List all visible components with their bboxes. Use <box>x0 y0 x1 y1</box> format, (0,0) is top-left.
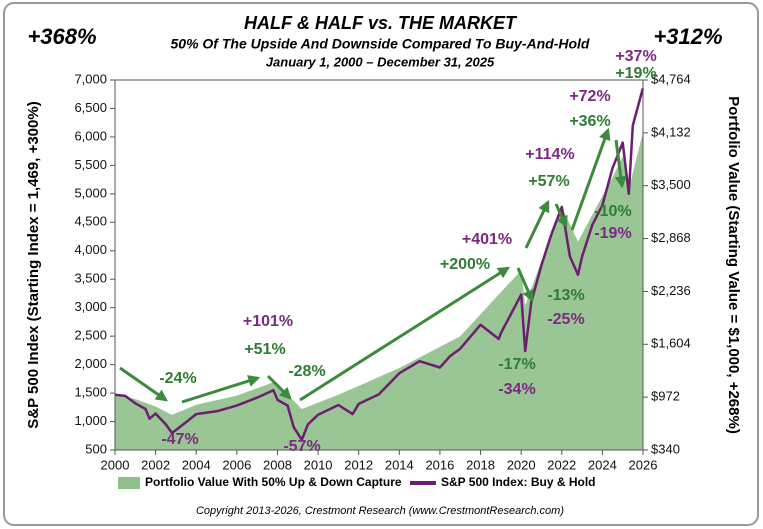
chart-subtitle: 50% Of The Upside And Downside Compared … <box>171 36 590 52</box>
annotation: +401% <box>462 231 512 248</box>
y-tick-label: 3,000 <box>74 299 107 314</box>
y2-tick-label: $4,764 <box>651 71 691 86</box>
x-tick-label: 2010 <box>304 457 333 472</box>
y-axis-label: S&P 500 Index (Starting Index = 1,469, +… <box>25 101 42 428</box>
annotation: +19% <box>615 65 656 82</box>
y-tick-label: 3,500 <box>74 271 107 286</box>
legend-label: S&P 500 Index: Buy & Hold <box>441 475 595 489</box>
annotation: +37% <box>615 48 656 65</box>
annotation: -47% <box>161 431 198 448</box>
y2-tick-label: $340 <box>651 441 680 456</box>
annotation: -28% <box>288 363 325 380</box>
x-tick-label: 2002 <box>141 457 170 472</box>
annotation: -57% <box>283 438 320 455</box>
x-tick-label: 2008 <box>263 457 292 472</box>
annotation: +200% <box>440 256 490 273</box>
y2-axis-label: Portfolio Value (Starting Value = $1,000… <box>725 96 742 434</box>
chart-title: HALF & HALF vs. THE MARKET <box>244 13 518 33</box>
y-tick-label: 500 <box>85 441 107 456</box>
arrow <box>614 139 627 189</box>
x-tick-label: 2004 <box>182 457 211 472</box>
x-tick-label: 2018 <box>466 457 495 472</box>
arrow <box>119 366 168 402</box>
x-tick-label: 2024 <box>588 457 617 472</box>
portfolio-area <box>115 133 643 450</box>
arrow <box>299 266 511 402</box>
y2-tick-label: $972 <box>651 389 680 404</box>
legend-swatch <box>118 477 140 489</box>
y2-tick-label: $1,604 <box>651 336 691 351</box>
y2-tick-label: $4,132 <box>651 124 691 139</box>
y-tick-label: 2,500 <box>74 328 107 343</box>
y-tick-label: 1,500 <box>74 385 107 400</box>
annotation: -24% <box>159 370 196 387</box>
y2-tick-label: $2,868 <box>651 230 691 245</box>
annotation: +72% <box>569 88 610 105</box>
x-tick-label: 2006 <box>222 457 251 472</box>
y2-tick-label: $3,500 <box>651 177 691 192</box>
date-range: January 1, 2000 – December 31, 2025 <box>266 54 495 69</box>
y-tick-label: 6,500 <box>74 100 107 115</box>
y-tick-label: 5,000 <box>74 185 107 200</box>
x-tick-label: 2012 <box>344 457 373 472</box>
x-tick-label: 2016 <box>425 457 454 472</box>
arrow <box>516 267 534 303</box>
plot-border <box>114 79 644 451</box>
legend-label: Portfolio Value With 50% Up & Down Captu… <box>145 475 402 489</box>
annotation: -13% <box>547 287 584 304</box>
annotation: -25% <box>547 311 584 328</box>
y-tick-label: 1,000 <box>74 413 107 428</box>
arrow <box>554 203 568 229</box>
copyright: Copyright 2013-2026, Crestmont Research … <box>196 505 564 517</box>
y-tick-label: 2,000 <box>74 356 107 371</box>
annotation: -19% <box>594 225 631 242</box>
annotation: -10% <box>594 203 631 220</box>
x-tick-label: 2022 <box>547 457 576 472</box>
annotation: +36% <box>569 113 610 130</box>
arrow <box>181 375 261 404</box>
left-total: +368% <box>27 24 96 49</box>
annotation: +51% <box>244 341 285 358</box>
x-tick-label: 2020 <box>507 457 536 472</box>
annotation: -34% <box>498 381 535 398</box>
annotation: +114% <box>525 146 574 163</box>
y-tick-label: 4,500 <box>74 214 107 229</box>
annotation: +101% <box>243 313 293 330</box>
right-total: +312% <box>653 24 722 49</box>
annotation: -17% <box>498 356 535 373</box>
y-tick-label: 4,000 <box>74 242 107 257</box>
sp500-line <box>114 88 645 442</box>
y2-tick-label: $2,236 <box>651 283 691 298</box>
y-tick-label: 7,000 <box>74 71 107 86</box>
y-tick-label: 5,500 <box>74 157 107 172</box>
x-tick-label: 2000 <box>101 457 130 472</box>
arrow <box>266 374 292 400</box>
y-tick-label: 6,000 <box>74 128 107 143</box>
annotation: +57% <box>528 173 569 190</box>
x-tick-label: 2014 <box>385 457 414 472</box>
arrow <box>570 127 611 231</box>
arrow <box>524 199 550 249</box>
x-tick-label: 2026 <box>629 457 658 472</box>
